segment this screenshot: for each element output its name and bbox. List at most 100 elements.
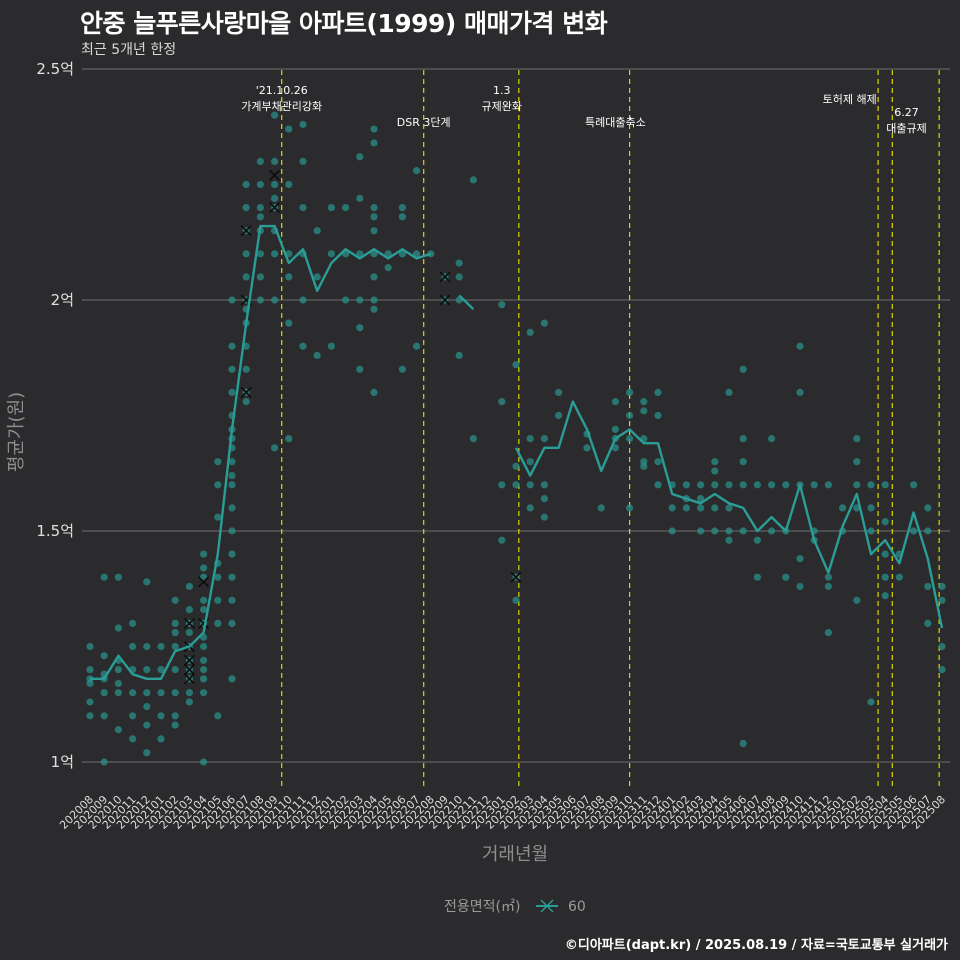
cancelled-markers: [183, 169, 522, 685]
transaction-point: [228, 342, 236, 350]
cancelled-marker: [183, 673, 195, 685]
transaction-point: [938, 666, 946, 674]
event-annotation: 6.27 대출규제: [886, 106, 926, 135]
transaction-point: [498, 536, 506, 544]
transaction-point: [256, 213, 264, 221]
transaction-point: [271, 296, 279, 304]
transaction-point: [867, 481, 875, 489]
transaction-point: [384, 250, 392, 258]
transaction-point: [271, 111, 279, 119]
transaction-point: [711, 467, 719, 475]
transaction-point: [824, 573, 833, 581]
cancelled-marker: [198, 576, 210, 588]
transaction-point: [867, 698, 875, 706]
transaction-point: [910, 481, 918, 489]
transaction-point: [398, 250, 406, 258]
transaction-point: [242, 398, 250, 406]
transaction-point: [285, 180, 293, 189]
transaction-point: [597, 504, 605, 512]
transaction-point: [100, 712, 108, 720]
transaction-point: [129, 735, 137, 743]
transaction-point: [86, 642, 94, 651]
transaction-point: [370, 388, 378, 396]
transaction-point: [768, 481, 776, 489]
transaction-point: [895, 573, 904, 581]
y-tick-label: 1억: [51, 753, 74, 771]
transaction-point: [782, 573, 790, 581]
transaction-point: [242, 365, 250, 373]
transaction-point: [640, 407, 648, 415]
transaction-point: [200, 689, 208, 697]
transaction-point: [256, 250, 264, 258]
transaction-point: [455, 259, 463, 267]
transaction-point: [214, 458, 222, 466]
y-tick-labels: 1억 1.5억 2억 2.5억: [36, 60, 74, 771]
transaction-point: [682, 504, 691, 512]
transaction-point: [398, 204, 406, 212]
transaction-point: [114, 726, 122, 734]
transaction-point: [356, 296, 364, 304]
transaction-point: [413, 250, 421, 258]
transaction-point: [498, 481, 506, 489]
transaction-point: [370, 250, 378, 258]
transaction-point: [228, 471, 236, 480]
transaction-point: [114, 689, 122, 697]
transaction-point: [796, 342, 804, 350]
transaction-point: [114, 573, 122, 581]
transaction-point: [697, 481, 705, 489]
transaction-point: [200, 550, 208, 558]
transaction-point: [200, 666, 208, 674]
transaction-point: [924, 619, 932, 628]
transaction-point: [214, 712, 222, 720]
transaction-point: [214, 619, 222, 628]
transaction-point: [143, 702, 151, 711]
transaction-point: [228, 675, 236, 683]
transaction-point: [271, 444, 279, 452]
transaction-point: [299, 296, 307, 304]
transaction-point: [157, 642, 165, 651]
transaction-point: [626, 504, 634, 512]
transaction-point: [100, 758, 108, 766]
transaction-point: [881, 481, 889, 489]
transaction-point: [512, 361, 520, 369]
transaction-point: [697, 495, 705, 503]
footer-credit: ©디아파트(dapt.kr) / 2025.08.19 / 자료=국토교통부 실…: [564, 938, 948, 953]
annotation-text: 1.3: [493, 84, 511, 97]
transaction-point: [129, 689, 137, 697]
transaction-point: [356, 194, 364, 202]
chart-subtitle: 최근 5개년 한정: [81, 42, 177, 58]
transaction-point: [256, 273, 264, 281]
scatter-points: [86, 111, 946, 766]
transaction-point: [938, 582, 946, 591]
transaction-point: [697, 527, 705, 535]
y-tick-label: 2.5억: [36, 60, 74, 78]
transaction-point: [853, 458, 861, 466]
transaction-point: [256, 296, 264, 304]
transaction-point: [129, 642, 137, 651]
transaction-point: [711, 481, 719, 489]
transaction-point: [327, 250, 335, 258]
transaction-point: [214, 513, 222, 521]
transaction-point: [185, 698, 193, 706]
transaction-point: [455, 273, 463, 281]
annotation-text: 특례대출축소: [585, 116, 646, 129]
transaction-point: [228, 550, 236, 558]
cancelled-marker: [510, 571, 522, 583]
transaction-point: [100, 573, 108, 581]
transaction-point: [881, 550, 889, 558]
transaction-point: [540, 513, 549, 521]
transaction-point: [86, 712, 94, 720]
transaction-point: [171, 596, 179, 604]
transaction-point: [185, 629, 193, 637]
transaction-point: [200, 642, 208, 651]
transaction-point: [398, 365, 406, 373]
transaction-point: [171, 629, 179, 637]
transaction-point: [796, 555, 804, 563]
transaction-point: [242, 273, 250, 281]
transaction-point: [200, 605, 208, 614]
transaction-point: [924, 527, 932, 535]
transaction-point: [171, 619, 179, 628]
transaction-point: [455, 351, 463, 360]
transaction-point: [711, 458, 719, 466]
